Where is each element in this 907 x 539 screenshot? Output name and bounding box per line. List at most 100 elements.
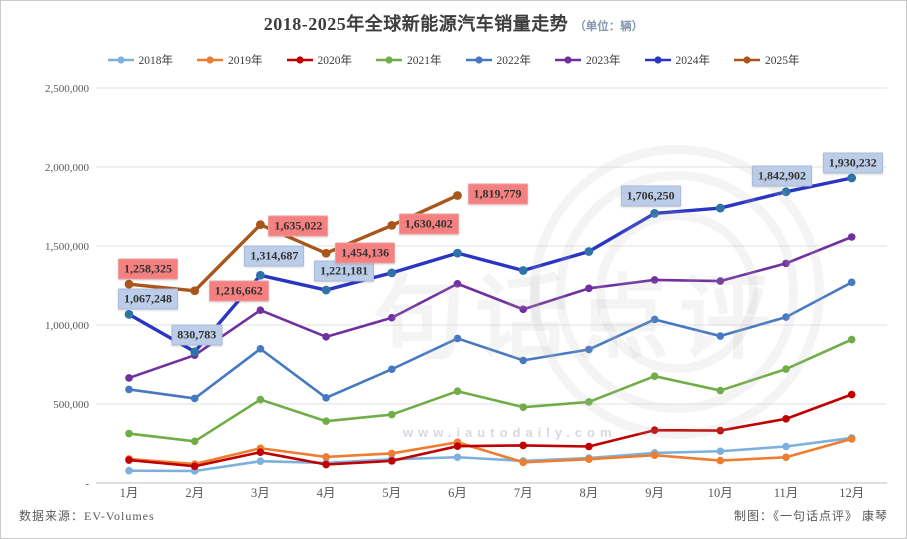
point-label-2025年: 1,819,779 [467,183,528,205]
x-tick-label: 1月 [120,486,139,500]
legend-marker-icon [644,56,671,64]
data-point-2021年 [125,429,133,438]
data-point-2024年 [256,270,265,280]
data-point-2019年 [519,458,527,467]
data-point-2018年 [716,447,725,456]
legend-marker-icon [734,56,760,64]
data-point-2020年 [256,448,265,456]
x-tick-label: 5月 [382,486,401,500]
data-point-2020年 [847,390,856,399]
point-label-2024年: 1,221,181 [314,260,375,282]
data-point-2023年 [782,259,790,268]
x-tick-label: 12月 [839,486,864,500]
data-point-2025年 [190,286,200,296]
data-point-2023年 [847,233,856,241]
data-point-2019年 [388,449,396,458]
point-label-2025年: 1,630,402 [398,213,459,235]
data-point-2022年 [782,313,790,321]
data-point-2018年 [125,466,133,475]
data-point-2025年 [387,220,397,230]
data-point-2022年 [585,345,593,354]
legend-label: 2024年 [675,55,711,67]
legend-item-2025年: 2025年 [734,52,800,68]
data-point-2024年 [650,209,659,218]
data-point-2023年 [388,313,396,322]
data-point-2021年 [190,437,199,446]
data-point-2019年 [847,435,856,443]
data-point-2021年 [782,365,790,373]
data-point-2024年 [124,309,134,319]
data-point-2020年 [125,456,133,464]
x-tick-label: 2月 [185,486,204,500]
x-tick-label: 6月 [448,486,467,500]
point-label-2024年: 1,706,250 [620,185,681,207]
y-tick-label: 2,500,000 [45,83,90,95]
data-point-2025年 [256,220,265,230]
point-label-2024年: 1,842,902 [752,165,812,187]
data-point-2022年 [256,345,265,353]
data-point-2021年 [256,395,265,404]
legend-label: 2022年 [496,55,532,67]
data-point-2019年 [782,453,790,462]
data-point-2021年 [585,398,593,406]
legend-item-2023年: 2023年 [555,52,621,68]
point-label-2025年: 1,454,136 [335,242,396,264]
data-point-2020年 [782,415,790,423]
x-tick-label: 9月 [645,486,664,500]
legend-marker-icon [555,56,581,64]
legend-marker-icon [107,56,134,64]
data-point-2023年 [453,279,462,288]
data-point-2023年 [125,374,133,382]
data-point-2020年 [453,442,462,450]
data-source-note: 数据来源：EV-Volumes [19,509,155,523]
chart-title: 2018-2025年全球新能源汽车销量走势 [263,14,569,34]
x-tick-label: 11月 [774,486,799,500]
data-point-2025年 [453,191,462,200]
data-point-2020年 [650,426,659,435]
data-point-2020年 [585,442,593,451]
legend-label: 2025年 [765,55,800,67]
data-point-2023年 [519,305,527,314]
data-point-2024年 [715,203,725,213]
data-point-2023年 [650,276,659,284]
data-point-2018年 [782,442,790,451]
series-line-2021年 [128,338,853,443]
x-tick-label: 8月 [580,486,599,500]
point-label-2025年: 1,258,325 [118,258,178,280]
series-line-2023年 [128,235,853,380]
data-point-2024年 [518,266,528,275]
data-point-2020年 [190,462,199,471]
legend-marker-icon [286,56,313,64]
data-point-2019年 [585,455,593,463]
series-line-2020年 [128,393,853,468]
data-point-2024年 [453,248,462,258]
data-point-2021年 [847,335,856,344]
chart-header: 2018-2025年全球新能源汽车销量走势 （单位：辆） [1,10,906,36]
legend-label: 2019年 [228,55,263,67]
data-point-2025年 [321,248,331,258]
data-point-2023年 [585,284,593,293]
data-point-2023年 [256,306,265,314]
data-point-2022年 [716,332,725,340]
chart-legend: 2018年 2019年 2020年 2021年 2022年 2023年 2024年 2025年 [1,52,906,68]
data-point-2021年 [716,386,725,395]
y-tick-label: 1,500,000 [45,241,90,253]
data-point-2020年 [519,441,527,450]
data-point-2024年 [584,247,594,256]
point-label-2025年: 1,635,022 [268,215,329,237]
legend-label: 2023年 [586,55,621,67]
data-point-2021年 [650,372,659,380]
legend-label: 2018年 [138,55,174,67]
data-point-2019年 [650,451,659,459]
series-line-2025年 [128,193,459,293]
legend-item-2024年: 2024年 [644,52,711,68]
legend-marker-icon [197,56,223,64]
data-point-2024年 [321,285,331,295]
data-point-2022年 [190,394,199,403]
data-point-2022年 [125,385,133,394]
data-point-2022年 [453,334,462,343]
series-line-2019年 [128,437,853,466]
x-tick-label: 4月 [317,486,336,500]
series-line-2018年 [128,436,852,473]
data-point-2024年 [847,173,857,183]
